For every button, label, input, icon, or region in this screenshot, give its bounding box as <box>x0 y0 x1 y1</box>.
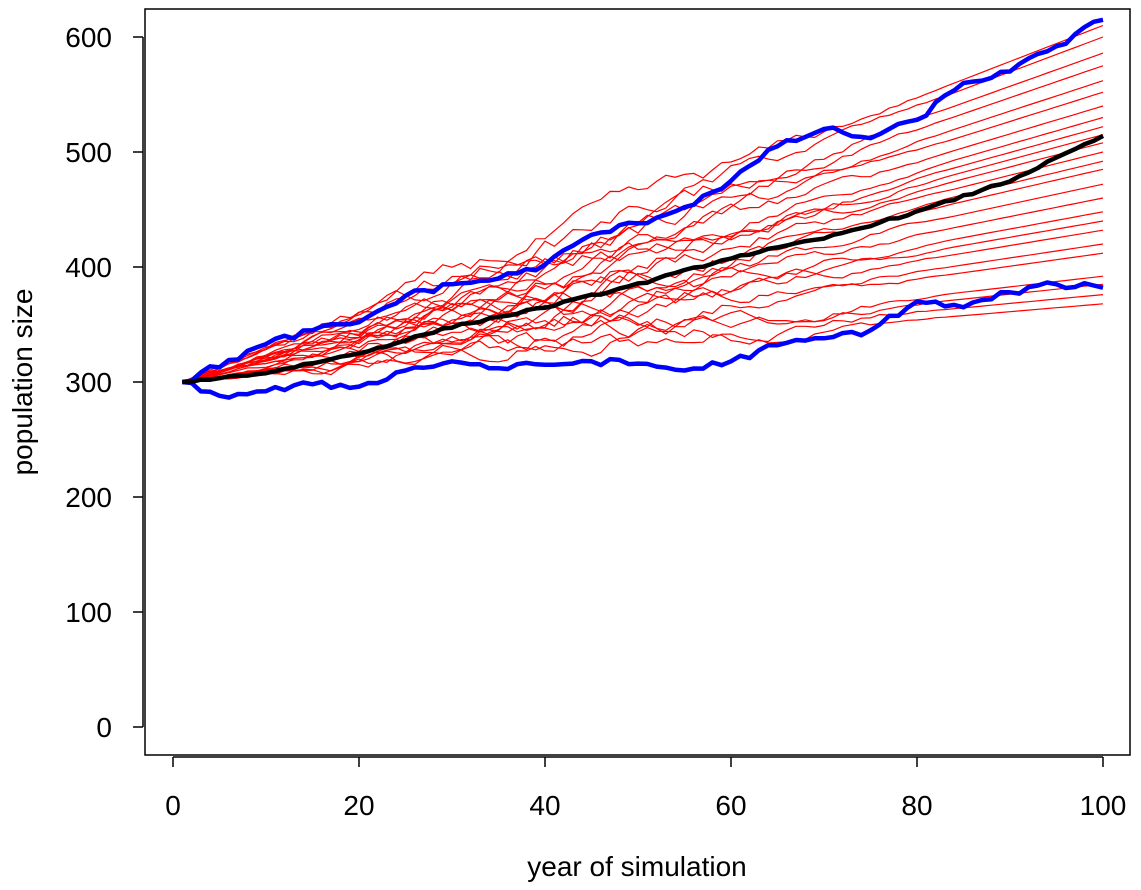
y-tick-label: 100 <box>65 597 112 628</box>
y-axis: 0 100 200 300 400 500 600 <box>65 22 144 743</box>
x-tick-label: 100 <box>1080 790 1127 821</box>
upper-bound-line <box>181 17 1104 385</box>
replicate-line <box>182 160 1104 383</box>
y-tick-label: 0 <box>96 712 112 743</box>
x-tick-label: 60 <box>715 790 746 821</box>
y-tick-label: 500 <box>65 137 112 168</box>
y-axis-label: population size <box>7 289 38 476</box>
replicate-line <box>182 134 1104 383</box>
x-tick-label: 80 <box>901 790 932 821</box>
x-axis-label: year of simulation <box>527 851 746 882</box>
replicate-line <box>182 294 1104 383</box>
replicate-line <box>182 126 1104 383</box>
replicate-line <box>182 197 1104 383</box>
replicate-line <box>182 252 1104 383</box>
x-axis: 0 20 40 60 80 100 <box>165 756 1127 821</box>
y-tick-label: 200 <box>65 482 112 513</box>
bound-lines <box>181 17 1104 400</box>
replicate-line <box>182 220 1104 383</box>
replicate-line <box>182 168 1104 383</box>
x-tick-label: 20 <box>343 790 374 821</box>
y-tick-label: 400 <box>65 252 112 283</box>
replicate-line <box>182 275 1104 383</box>
replicate-line <box>182 105 1104 383</box>
mean-line-group <box>182 133 1105 385</box>
replicate-line <box>182 80 1104 383</box>
y-tick-label: 600 <box>65 22 112 53</box>
x-tick-label: 0 <box>165 790 181 821</box>
x-tick-label: 40 <box>529 790 560 821</box>
replicate-line <box>182 24 1104 383</box>
mean-line <box>182 133 1105 385</box>
replicate-line <box>182 116 1104 383</box>
replicate-line <box>182 151 1104 383</box>
lower-bound-line <box>182 280 1104 400</box>
plot-frame <box>144 8 1131 756</box>
replicate-line <box>182 91 1104 383</box>
replicate-line <box>182 142 1104 383</box>
y-tick-label: 300 <box>65 367 112 398</box>
replicate-line <box>182 211 1104 383</box>
